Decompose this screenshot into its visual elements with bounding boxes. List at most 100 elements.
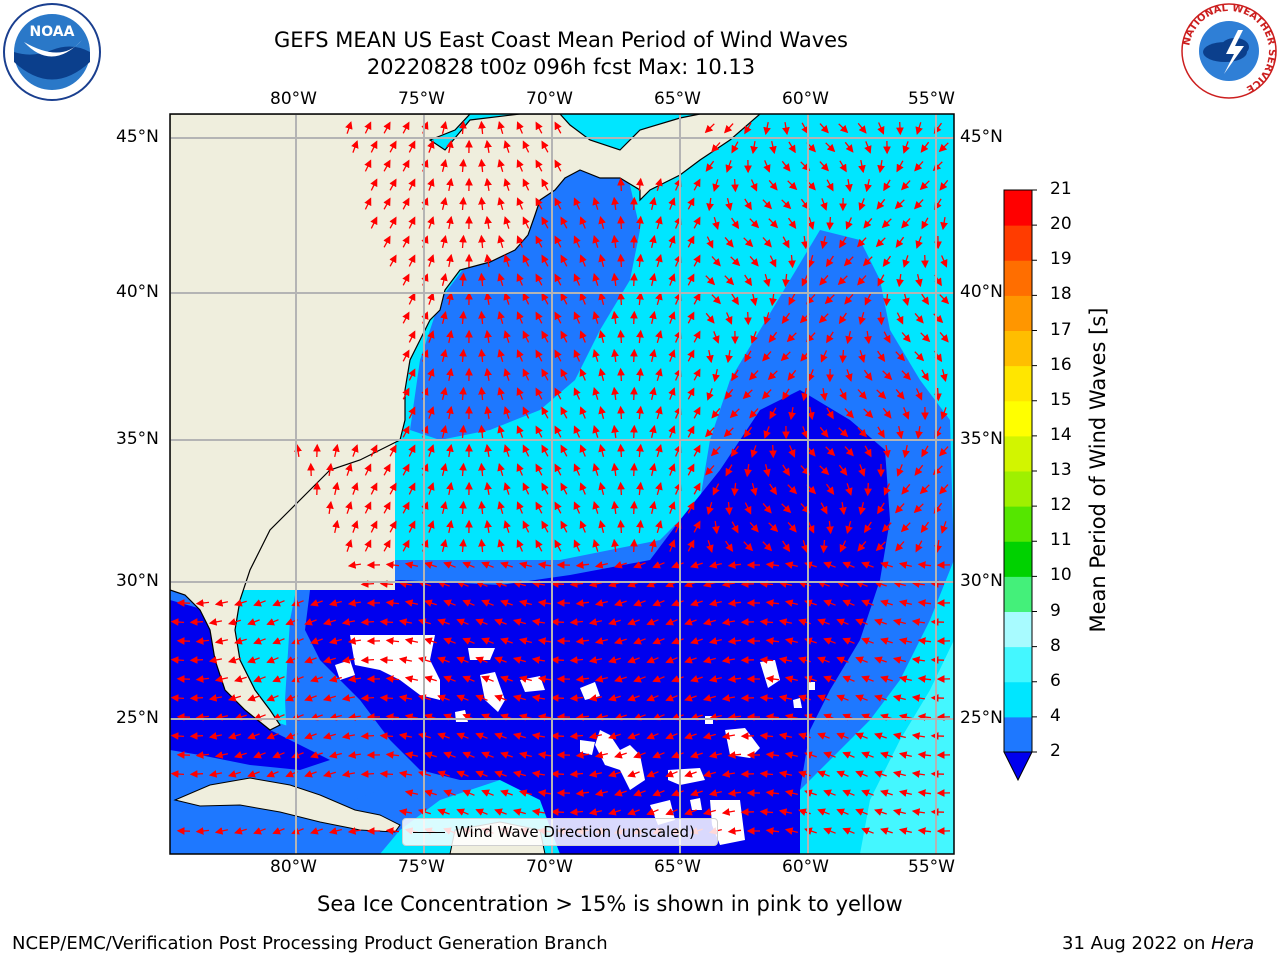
wind-wave-arrow <box>649 234 657 248</box>
wind-wave-arrow <box>712 521 720 535</box>
wind-wave-arrow <box>592 539 600 552</box>
wind-wave-arrow <box>898 675 912 683</box>
wind-wave-arrow <box>857 427 867 438</box>
colorbar-tick-label: 15 <box>1050 389 1072 410</box>
wind-wave-arrow <box>801 236 809 250</box>
wind-wave-arrow <box>332 481 340 496</box>
wind-wave-arrow <box>839 540 847 553</box>
wind-wave-arrow <box>826 407 834 420</box>
wind-wave-arrow <box>911 656 925 664</box>
wind-wave-arrow <box>874 694 887 702</box>
wind-wave-arrow <box>655 291 663 305</box>
wind-wave-arrow <box>481 637 494 645</box>
wind-wave-arrow <box>655 253 663 267</box>
wind-wave-arrow <box>518 599 532 607</box>
wind-wave-arrow <box>535 197 543 210</box>
wind-wave-arrow <box>592 501 600 514</box>
wind-wave-arrow <box>328 751 342 759</box>
wind-wave-arrow <box>861 599 874 607</box>
wind-wave-arrow <box>592 387 600 400</box>
wind-wave-arrow <box>782 273 790 288</box>
wind-wave-arrow <box>744 350 752 363</box>
wind-wave-arrow <box>227 770 241 778</box>
wind-wave-arrow <box>440 538 448 552</box>
wind-wave-arrow <box>782 464 790 477</box>
wind-wave-arrow <box>310 637 323 645</box>
wind-wave-arrow <box>819 123 829 134</box>
wind-wave-arrow <box>807 217 815 230</box>
wind-wave-arrow <box>385 637 400 645</box>
wind-wave-arrow <box>765 675 780 683</box>
wind-wave-arrow <box>857 237 867 248</box>
wind-wave-arrow <box>402 197 410 210</box>
wind-wave-arrow <box>844 446 854 457</box>
wind-wave-arrow <box>195 751 210 759</box>
colorbar-tick-label: 11 <box>1050 530 1072 551</box>
wind-wave-arrow <box>855 770 868 778</box>
wind-wave-arrow <box>341 770 356 778</box>
lat-label-right-35n: 35°N <box>960 429 1003 449</box>
lon-label-bottom-60w: 60°W <box>782 857 829 877</box>
wind-wave-arrow <box>234 637 247 645</box>
wind-wave-arrow <box>247 618 260 626</box>
wind-wave-arrow <box>842 637 855 645</box>
wind-wave-arrow <box>592 311 600 324</box>
wind-wave-arrow <box>446 253 454 268</box>
lat-label-right-40n: 40°N <box>960 282 1003 302</box>
wind-wave-arrow <box>693 482 701 495</box>
wind-wave-arrow <box>437 618 450 626</box>
wind-wave-arrow <box>446 215 454 230</box>
wind-wave-arrow <box>784 637 798 645</box>
wind-wave-arrow <box>864 293 872 306</box>
wind-wave-arrow <box>857 389 867 400</box>
wind-wave-arrow <box>725 464 733 477</box>
wind-wave-arrow <box>389 254 397 267</box>
wind-wave-arrow <box>665 618 678 626</box>
wind-wave-arrow <box>588 770 603 778</box>
wind-wave-arrow <box>940 521 948 534</box>
wind-wave-arrow <box>617 291 625 306</box>
wind-wave-arrow <box>573 349 581 362</box>
wind-wave-arrow <box>497 386 505 400</box>
wind-wave-arrow <box>322 770 336 778</box>
wind-wave-arrow <box>598 329 606 343</box>
wind-wave-arrow <box>744 464 752 478</box>
wind-wave-arrow <box>537 789 551 797</box>
wind-wave-arrow <box>636 215 644 230</box>
wind-wave-arrow <box>516 501 524 514</box>
wind-wave-arrow <box>189 694 204 702</box>
wind-wave-arrow <box>727 599 742 607</box>
wind-wave-arrow <box>902 444 910 459</box>
wind-wave-arrow <box>408 406 416 419</box>
wind-wave-arrow <box>266 732 279 740</box>
wind-wave-arrow <box>408 216 416 229</box>
wind-wave-arrow <box>497 310 505 324</box>
wind-wave-arrow <box>895 236 905 248</box>
wind-wave-arrow <box>838 312 847 325</box>
wind-wave-arrow <box>484 329 492 344</box>
wind-wave-arrow <box>408 520 416 533</box>
wind-wave-arrow <box>727 637 742 645</box>
wind-wave-arrow <box>531 770 546 778</box>
wind-wave-arrow <box>763 426 771 439</box>
wind-wave-arrow <box>326 462 334 476</box>
wind-wave-arrow <box>917 599 932 607</box>
wind-wave-arrow <box>518 561 532 569</box>
wind-wave-arrow <box>788 406 796 421</box>
wind-wave-arrow <box>497 462 505 476</box>
wind-wave-arrow <box>787 521 797 533</box>
wind-wave-arrow <box>807 521 815 534</box>
wind-wave-arrow <box>332 443 340 458</box>
wind-wave-arrow <box>801 122 809 135</box>
wind-wave-arrow <box>759 770 774 778</box>
wind-wave-arrow <box>759 732 774 740</box>
colorbar-tick-label: 20 <box>1050 214 1072 235</box>
colorbar-tick-label: 10 <box>1050 565 1072 586</box>
wind-wave-arrow <box>383 463 391 476</box>
wind-wave-arrow <box>875 541 886 552</box>
wind-wave-arrow <box>898 561 912 569</box>
wind-wave-legend: Wind Wave Direction (unscaled) <box>402 818 718 846</box>
wind-wave-arrow <box>863 521 872 534</box>
wind-wave-arrow <box>892 656 906 664</box>
wind-wave-arrow <box>503 482 511 495</box>
